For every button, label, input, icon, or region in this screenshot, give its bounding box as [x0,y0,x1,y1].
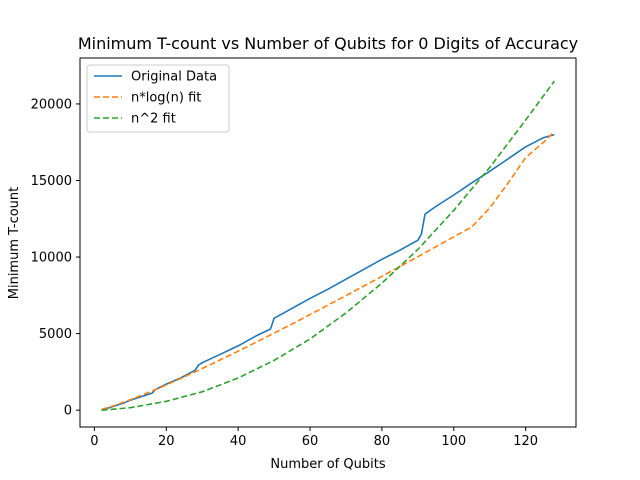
y-tick-label: 5000 [39,327,72,342]
x-tick-label: 100 [441,434,466,449]
x-tick-label: 120 [513,434,538,449]
series-line-2 [101,130,555,411]
x-tick-label: 80 [374,434,391,449]
x-tick-label: 20 [158,434,175,449]
chart-title: Minimum T-count vs Number of Qubits for … [78,34,578,53]
y-tick-label: 10000 [31,251,72,266]
series-line-3 [101,80,556,411]
axes-frame [79,57,577,428]
x-axis-label: Number of Qubits [270,457,385,472]
x-tick-label: 40 [230,434,247,449]
y-tick-label: 0 [64,404,72,419]
x-tick-label: 60 [302,434,319,449]
legend-label-3: n^2 fit [131,112,176,127]
legend-label-2: n*log(n) fit [131,91,201,106]
legend-label-1: Original Data [131,70,217,85]
y-tick-label: 15000 [31,174,72,189]
x-tick-label: 0 [90,434,98,449]
legend-box [86,64,230,133]
y-axis-label: Minimum T-count [7,187,22,300]
y-tick-label: 20000 [31,97,72,112]
plot-area: 0 20 40 60 80 100 120 0 5000 10000 15000 20000 Origi… [31,57,577,449]
